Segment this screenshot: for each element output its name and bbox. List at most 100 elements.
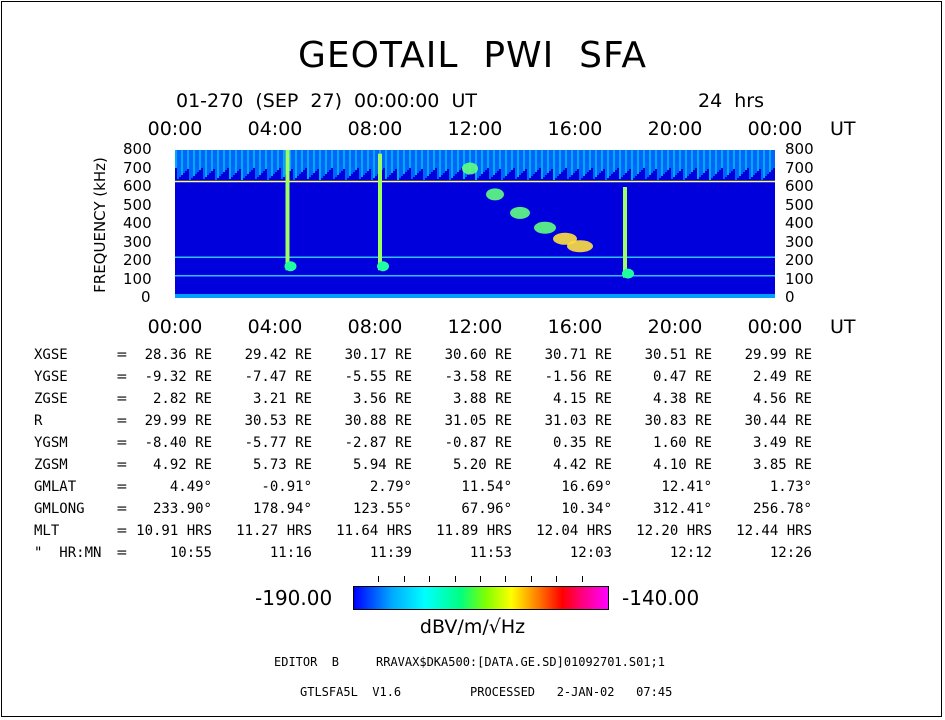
hf-noise (307, 150, 309, 179)
hf-noise (737, 150, 739, 178)
hf-noise (739, 150, 741, 176)
hf-noise (211, 150, 213, 171)
orbit-equals: = (116, 501, 128, 517)
hf-noise (451, 150, 453, 178)
time-tick-label: 00:00 (147, 118, 203, 140)
hf-noise (425, 150, 427, 178)
orbit-value: 4.56 RE (752, 391, 812, 407)
hf-noise (241, 150, 243, 180)
orbit-equals: = (116, 347, 128, 363)
hf-noise (239, 150, 241, 169)
hf-noise (349, 150, 351, 176)
hf-noise (375, 150, 377, 176)
hf-noise (191, 150, 193, 178)
program-version: GTLSFA5L V1.6 (300, 685, 402, 699)
colorbar-tick (530, 576, 532, 582)
hf-noise (513, 150, 515, 168)
hf-noise (603, 150, 605, 169)
hf-noise (323, 150, 325, 176)
orbit-value: 29.42 RE (244, 347, 312, 363)
hf-noise (413, 150, 415, 177)
hf-noise (697, 150, 699, 179)
hf-noise (539, 150, 541, 168)
hf-noise (271, 150, 273, 176)
hf-noise (701, 150, 703, 175)
colorbar-min: -190.00 (255, 586, 333, 610)
orbit-value: -3.58 RE (444, 369, 512, 385)
orbit-value: 10:55 (169, 545, 212, 561)
colorbar-tick (378, 576, 380, 582)
orbit-row-label: R (34, 413, 43, 429)
hf-noise (355, 150, 357, 170)
freq-tick-label: 700 (785, 158, 814, 177)
hf-noise (551, 150, 553, 169)
hf-noise (297, 150, 299, 176)
freq-tick-label: 0 (785, 288, 795, 306)
hf-noise (321, 150, 323, 178)
hf-noise (477, 150, 479, 178)
hf-noise (279, 150, 281, 168)
hf-noise (329, 150, 331, 170)
orbit-value: 12.41° (661, 479, 712, 495)
hf-noise (281, 150, 283, 179)
hf-noise (315, 150, 317, 171)
hf-noise (179, 150, 181, 177)
hf-noise (561, 150, 563, 172)
orbit-value: -0.91° (261, 479, 312, 495)
hf-noise (705, 150, 707, 171)
hf-noise (587, 150, 589, 172)
hf-noise (317, 150, 319, 169)
orbit-value: 10.34° (561, 501, 612, 517)
hf-noise (669, 150, 671, 168)
hf-noise (253, 150, 255, 168)
orbit-value: 30.51 RE (644, 347, 712, 363)
hf-noise (583, 150, 585, 176)
hf-noise (747, 150, 749, 168)
time-tick-label: 04:00 (247, 316, 303, 338)
orbit-value: 30.71 RE (544, 347, 612, 363)
colorbar-tick (505, 576, 507, 582)
drifting-emission (553, 232, 577, 245)
hf-noise (419, 150, 421, 171)
hf-noise (265, 150, 267, 169)
hf-noise (443, 150, 445, 173)
hf-noise (505, 150, 507, 176)
hf-noise (527, 150, 529, 180)
hf-noise (639, 150, 641, 172)
hf-noise (755, 150, 757, 173)
freq-tick-label: 0 (141, 288, 151, 306)
hf-noise (411, 150, 413, 179)
orbit-value: 11.54° (461, 479, 512, 495)
hf-noise (685, 150, 687, 178)
hf-noise (693, 150, 695, 170)
hf-noise (689, 150, 691, 174)
drifting-emission (534, 221, 556, 234)
hf-noise (723, 150, 725, 179)
hf-noise (591, 150, 593, 168)
time-tick-label: 20:00 (647, 118, 703, 140)
hf-noise (597, 150, 599, 175)
hf-noise (269, 150, 271, 178)
hf-noise (485, 150, 487, 170)
colorbar-tick (480, 576, 481, 582)
orbit-value: 30.60 RE (444, 347, 512, 363)
orbit-value: 4.42 RE (552, 457, 612, 473)
hf-noise (259, 150, 261, 175)
hf-noise (517, 150, 519, 177)
hf-noise (227, 150, 229, 168)
hf-noise (679, 150, 681, 171)
hf-noise (481, 150, 483, 174)
hf-noise (461, 150, 463, 168)
time-tick-label: 00:00 (147, 316, 203, 338)
time-tick-label: 12:00 (447, 316, 503, 338)
hf-noise (749, 150, 751, 179)
hf-noise (367, 150, 369, 171)
colorbar-tick (454, 576, 456, 582)
hf-noise (401, 150, 403, 176)
time-tick-label: 08:00 (347, 316, 403, 338)
y-axis-label: FREQUENCY (kHz) (91, 157, 109, 293)
orbit-value: 256.78° (752, 501, 812, 517)
orbit-value: 11:53 (469, 545, 512, 561)
orbit-value: 16.69° (561, 479, 612, 495)
vertical-burst (378, 153, 382, 271)
